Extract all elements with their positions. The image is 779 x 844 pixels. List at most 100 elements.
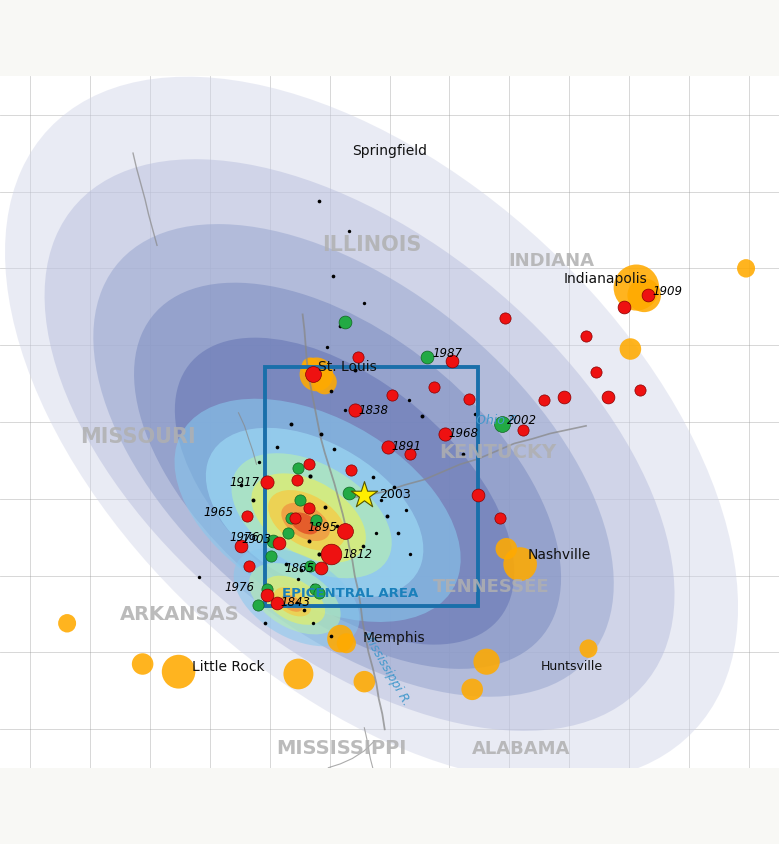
Ellipse shape bbox=[354, 671, 375, 692]
Point bbox=[338, 403, 351, 417]
Text: 1976: 1976 bbox=[224, 581, 255, 594]
Point bbox=[260, 582, 273, 596]
Point bbox=[192, 571, 205, 584]
Point bbox=[304, 560, 316, 573]
Point bbox=[538, 394, 550, 408]
Point bbox=[348, 363, 361, 376]
Ellipse shape bbox=[263, 576, 325, 625]
Text: St. Louis: St. Louis bbox=[318, 360, 376, 374]
Point bbox=[280, 557, 293, 571]
Point bbox=[291, 596, 303, 609]
Text: 1987: 1987 bbox=[432, 347, 463, 360]
Bar bbox=[265, 366, 478, 606]
Text: ARKANSAS: ARKANSAS bbox=[120, 604, 240, 624]
Point bbox=[292, 573, 305, 587]
Point bbox=[308, 582, 321, 596]
Point bbox=[463, 392, 475, 406]
Ellipse shape bbox=[252, 473, 366, 563]
Ellipse shape bbox=[737, 259, 755, 278]
Point bbox=[307, 616, 319, 630]
Point bbox=[400, 504, 413, 517]
Point bbox=[642, 289, 654, 302]
Point bbox=[310, 514, 323, 528]
Point bbox=[284, 511, 297, 525]
Point bbox=[270, 596, 283, 609]
Text: KENTUCKY: KENTUCKY bbox=[439, 443, 556, 463]
Ellipse shape bbox=[614, 264, 659, 311]
Ellipse shape bbox=[300, 358, 333, 392]
Point bbox=[374, 494, 386, 507]
Point bbox=[334, 319, 347, 333]
Point bbox=[494, 511, 506, 525]
Point bbox=[403, 394, 415, 408]
Ellipse shape bbox=[93, 224, 614, 697]
Point bbox=[559, 391, 571, 404]
Ellipse shape bbox=[249, 563, 340, 635]
Point bbox=[439, 427, 451, 441]
Point bbox=[496, 417, 509, 430]
Ellipse shape bbox=[291, 512, 318, 534]
Text: Indianapolis: Indianapolis bbox=[563, 272, 647, 286]
Point bbox=[234, 539, 247, 553]
Point bbox=[326, 269, 339, 283]
Point bbox=[393, 527, 405, 540]
Ellipse shape bbox=[134, 283, 561, 668]
Point bbox=[446, 354, 459, 367]
Point bbox=[380, 509, 393, 522]
Point bbox=[294, 563, 307, 576]
Text: 1968: 1968 bbox=[448, 427, 478, 441]
Point bbox=[302, 457, 315, 471]
Ellipse shape bbox=[580, 640, 597, 657]
Point bbox=[312, 548, 325, 561]
Ellipse shape bbox=[301, 358, 319, 376]
Text: MISSOURI: MISSOURI bbox=[80, 427, 196, 447]
Ellipse shape bbox=[5, 77, 738, 782]
Point bbox=[348, 403, 361, 417]
Point bbox=[252, 455, 265, 468]
Point bbox=[370, 527, 382, 540]
Point bbox=[304, 469, 316, 483]
Point bbox=[358, 488, 371, 501]
Point bbox=[302, 534, 315, 548]
Ellipse shape bbox=[627, 279, 661, 312]
Point bbox=[343, 486, 355, 500]
Ellipse shape bbox=[206, 428, 423, 598]
Point bbox=[468, 408, 481, 421]
Point bbox=[319, 500, 331, 513]
Point bbox=[499, 311, 511, 325]
Point bbox=[325, 385, 337, 398]
Point bbox=[634, 383, 647, 397]
Text: ILLINOIS: ILLINOIS bbox=[322, 235, 421, 255]
Ellipse shape bbox=[234, 548, 360, 647]
Text: 1891: 1891 bbox=[392, 441, 422, 453]
Ellipse shape bbox=[281, 503, 330, 541]
Ellipse shape bbox=[474, 649, 500, 674]
Point bbox=[602, 391, 615, 404]
Point bbox=[382, 440, 394, 453]
Ellipse shape bbox=[313, 370, 337, 394]
Point bbox=[338, 316, 351, 329]
Point bbox=[294, 494, 306, 507]
Point bbox=[291, 473, 303, 486]
Point bbox=[352, 350, 365, 364]
Point bbox=[273, 537, 285, 550]
Ellipse shape bbox=[273, 587, 311, 616]
Ellipse shape bbox=[281, 595, 303, 612]
Point bbox=[247, 494, 259, 507]
Point bbox=[330, 519, 343, 533]
Text: Springfield: Springfield bbox=[352, 144, 428, 159]
Text: TENNESSEE: TENNESSEE bbox=[433, 578, 550, 596]
Point bbox=[580, 329, 592, 343]
Text: Little Rock: Little Rock bbox=[192, 660, 264, 674]
Point bbox=[292, 462, 305, 475]
Point bbox=[265, 549, 277, 563]
Text: EPICENTRAL AREA: EPICENTRAL AREA bbox=[283, 587, 418, 600]
Point bbox=[241, 509, 253, 522]
Ellipse shape bbox=[327, 625, 354, 652]
Text: INDIANA: INDIANA bbox=[508, 252, 594, 270]
Text: 1976: 1976 bbox=[230, 531, 259, 544]
Ellipse shape bbox=[619, 338, 641, 360]
Point bbox=[288, 511, 301, 525]
Text: 1812: 1812 bbox=[343, 548, 373, 561]
Point bbox=[343, 225, 355, 238]
